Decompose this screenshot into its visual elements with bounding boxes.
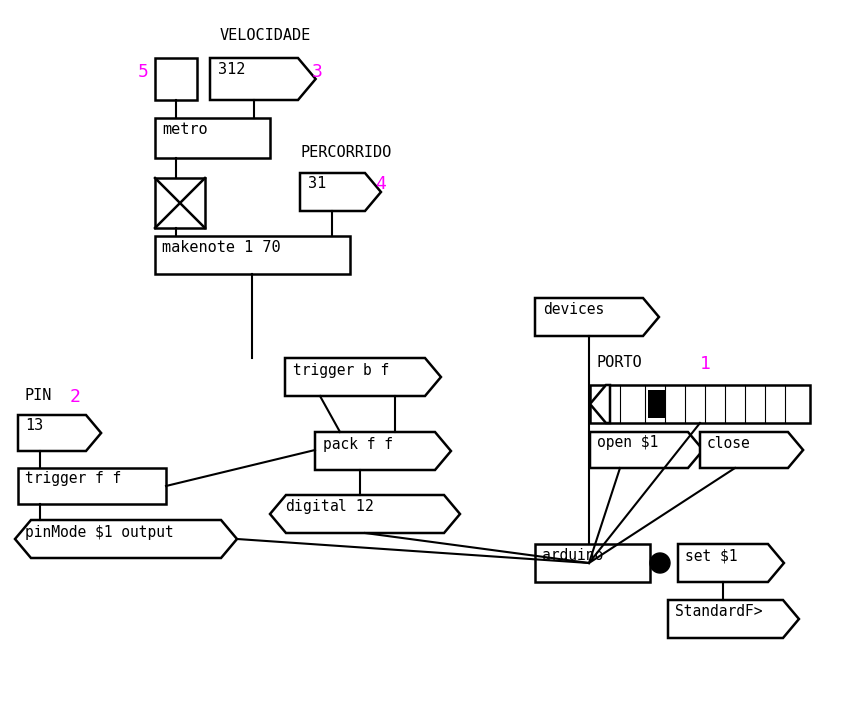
Text: StandardF>: StandardF> bbox=[675, 605, 762, 620]
Polygon shape bbox=[700, 432, 803, 468]
Text: 31: 31 bbox=[308, 177, 326, 191]
Text: PERCORRIDO: PERCORRIDO bbox=[300, 145, 391, 160]
Polygon shape bbox=[18, 415, 101, 451]
Text: makenote 1 70: makenote 1 70 bbox=[162, 241, 281, 256]
Text: 4: 4 bbox=[375, 175, 386, 193]
Bar bbox=[155, 118, 270, 158]
Polygon shape bbox=[668, 600, 799, 638]
Bar bbox=[18, 468, 166, 504]
Text: trigger b f: trigger b f bbox=[293, 363, 389, 377]
Polygon shape bbox=[678, 544, 784, 582]
Bar bbox=[535, 544, 650, 582]
Text: trigger f f: trigger f f bbox=[25, 472, 121, 486]
Bar bbox=[648, 390, 666, 418]
Text: VELOCIDADE: VELOCIDADE bbox=[220, 28, 311, 43]
Polygon shape bbox=[300, 173, 381, 211]
Text: 2: 2 bbox=[70, 388, 81, 406]
Text: 1: 1 bbox=[700, 355, 711, 373]
Polygon shape bbox=[535, 298, 659, 336]
Text: metro: metro bbox=[162, 122, 208, 137]
Polygon shape bbox=[590, 385, 610, 423]
Text: arduino: arduino bbox=[542, 548, 603, 563]
Polygon shape bbox=[315, 432, 451, 470]
Polygon shape bbox=[285, 358, 441, 396]
Text: PORTO: PORTO bbox=[597, 355, 643, 370]
Bar bbox=[155, 58, 197, 100]
Bar bbox=[155, 178, 205, 228]
Text: 3: 3 bbox=[312, 63, 323, 81]
Polygon shape bbox=[270, 495, 460, 533]
Polygon shape bbox=[210, 58, 315, 100]
Text: pack f f: pack f f bbox=[323, 436, 393, 451]
Text: open $1: open $1 bbox=[597, 436, 658, 451]
Polygon shape bbox=[15, 520, 237, 558]
Text: 13: 13 bbox=[25, 417, 43, 432]
Text: set $1: set $1 bbox=[685, 548, 738, 563]
Text: 312: 312 bbox=[218, 61, 245, 77]
Bar bbox=[155, 236, 350, 274]
Polygon shape bbox=[590, 432, 703, 468]
Bar bbox=[590, 385, 810, 423]
Text: 5: 5 bbox=[137, 63, 148, 81]
Text: close: close bbox=[707, 436, 750, 451]
Text: digital $1 $2: digital $1 $2 bbox=[285, 498, 374, 517]
Text: PIN: PIN bbox=[25, 388, 53, 403]
Text: pinMode $1 output: pinMode $1 output bbox=[25, 524, 174, 539]
Circle shape bbox=[650, 553, 670, 573]
Text: devices: devices bbox=[543, 303, 605, 318]
